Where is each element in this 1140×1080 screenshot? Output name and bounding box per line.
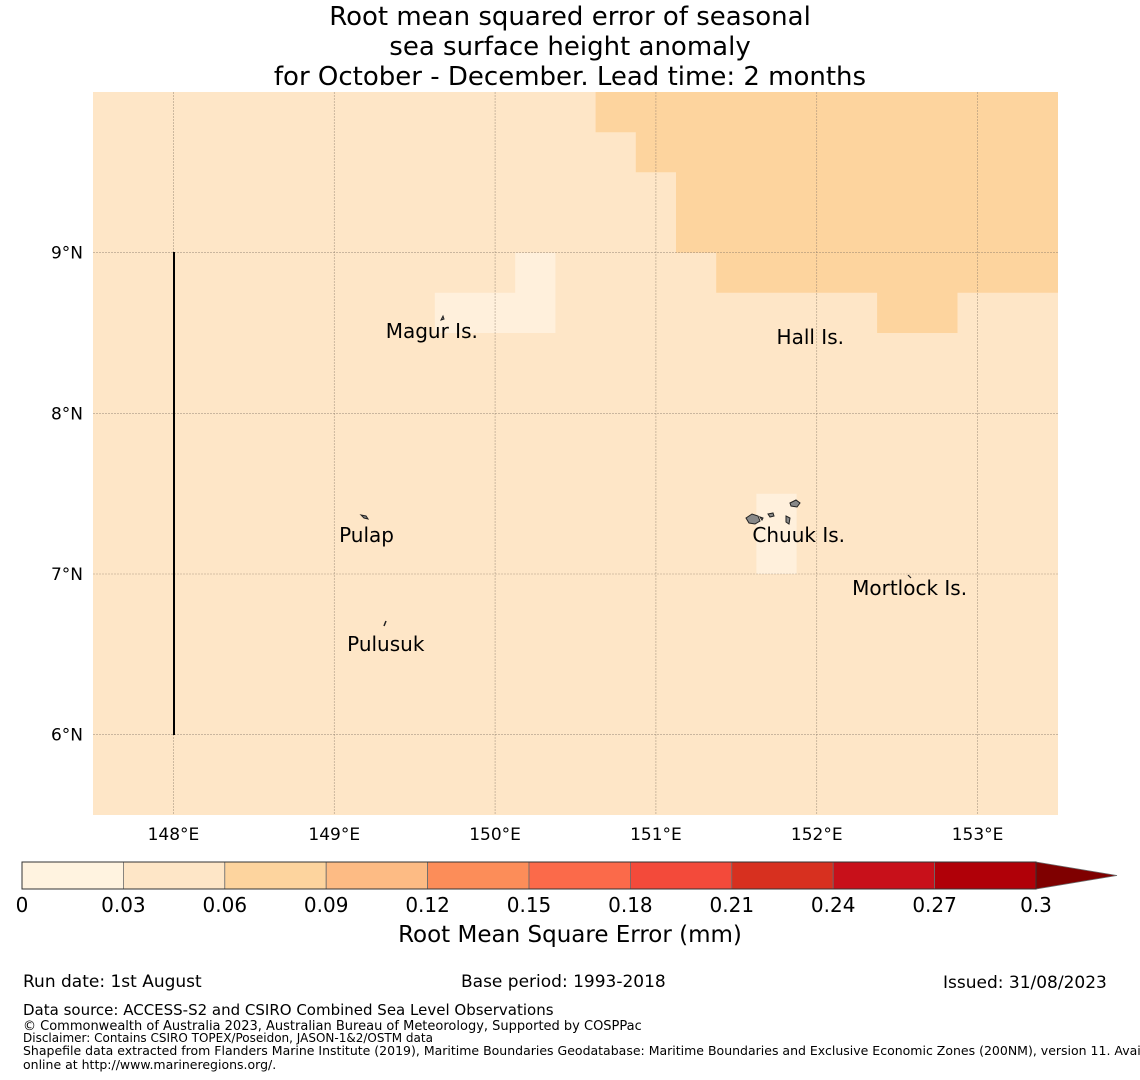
colorbar-tick-label: 0.21 [710,893,755,917]
pulap-island-shape [359,514,370,520]
place-labels: Magur Is. Hall Is. Pulap Chuuk Is. Mortlock … [339,319,967,656]
colorbar-box [630,861,733,890]
copyright: © Commonwealth of Australia 2023, Austra… [23,1019,642,1034]
shapefile-credit-line-1: Shapefile data extracted from Flanders M… [23,1043,1140,1058]
disclaimer: Disclaimer: Contains CSIRO TOPEX/Poseido… [23,1031,433,1045]
place-label: Pulusuk [347,632,425,656]
title-line-3: for October - December. Lead time: 2 mon… [273,62,867,92]
rmse-cell-high-region [595,92,1058,333]
colorbar-tick-label: 0 [16,893,29,917]
place-label: Hall Is. [777,325,844,349]
lat-tick-label: 7°N [51,565,83,585]
colorbar-tick-label: 0.24 [811,893,856,917]
colorbar-box [325,861,429,890]
place-label: Pulap [339,523,394,547]
lon-tick-label: 150°E [469,825,521,845]
island-outlines [359,314,912,627]
pulusuk-island-shape [383,620,387,627]
place-label: Magur Is. [386,319,478,343]
colorbar-tick-label: 0.12 [405,893,450,917]
colorbar-box [832,861,936,890]
rmse-cell-low-region-chuuk [756,493,797,574]
data-source: Data source: ACCESS-S2 and CSIRO Combine… [23,1001,554,1019]
colorbar-tick-label: 0.03 [101,893,146,917]
chuuk-island-shape-1 [745,513,761,525]
colorbar-tick-label: 0.27 [912,893,957,917]
magur-island-shape [440,314,445,321]
rmse-map: Magur Is. Hall Is. Pulap Chuuk Is. Mortlock … [51,92,1058,845]
colorbar-box [528,861,631,890]
colorbar: 0 0.03 0.06 0.09 0.12 0.15 0.18 0.21 0.24 0.27 0.3 [16,861,1118,917]
shapefile-credit-line-2: online at http://www.marineregions.org/. [23,1057,277,1072]
lat-tick-label: 9°N [51,244,83,264]
colorbar-box [123,861,226,890]
lon-tick-label: 151°E [630,825,682,845]
place-label: Mortlock Is. [852,576,967,600]
mortlock-island-shape [907,574,912,579]
chuuk-island-shape-2 [789,499,801,508]
lon-tick-label: 153°E [952,825,1004,845]
colorbar-box [427,861,530,890]
lon-tick-label: 148°E [148,825,200,845]
colorbar-tick-label: 0.3 [1020,893,1052,917]
chuuk-island-shape-4 [785,515,791,525]
run-date: Run date: 1st August [23,972,202,992]
issued-date: Issued: 31/08/2023 [943,973,1107,993]
colorbar-box [731,861,834,890]
colorbar-boxes [21,861,1118,890]
lon-tick-label: 149°E [308,825,360,845]
place-label: Chuuk Is. [752,523,845,547]
axis-tick-labels: 148°E 149°E 150°E 151°E 152°E 153°E 9°N 8°N 7°N 6… [51,244,1003,845]
colorbar-frame [21,861,1037,890]
title-line-1: Root mean squared error of seasonal [329,2,811,32]
rmse-grid-cells [93,92,1058,815]
lat-tick-label: 6°N [51,726,83,746]
colorbar-tick-label: 0.15 [507,893,552,917]
lat-tick-label: 8°N [51,404,83,424]
colorbar-box [934,861,1037,890]
lon-tick-label: 152°E [791,825,843,845]
colorbar-tick-label: 0.09 [304,893,349,917]
colorbar-box [224,861,327,890]
colorbar-tick-label: 0.06 [203,893,248,917]
graticule [93,92,1058,815]
chart-title: Root mean squared error of seasonal sea … [0,2,1140,92]
colorbar-tick-label: 0.18 [608,893,653,917]
colorbar-extend-arrow [1035,861,1118,890]
colorbar-tick-labels: 0 0.03 0.06 0.09 0.12 0.15 0.18 0.21 0.24 0.27 0.3 [16,893,1052,917]
rmse-cell-low-region-magur [434,252,556,333]
chuuk-island-shape-5 [758,516,764,521]
colorbar-box [21,861,124,890]
base-period: Base period: 1993-2018 [461,972,666,992]
title-line-2: sea surface height anomaly [389,32,751,62]
chuuk-island-shape-3 [767,512,775,518]
colorbar-label: Root Mean Square Error (mm) [398,922,742,948]
